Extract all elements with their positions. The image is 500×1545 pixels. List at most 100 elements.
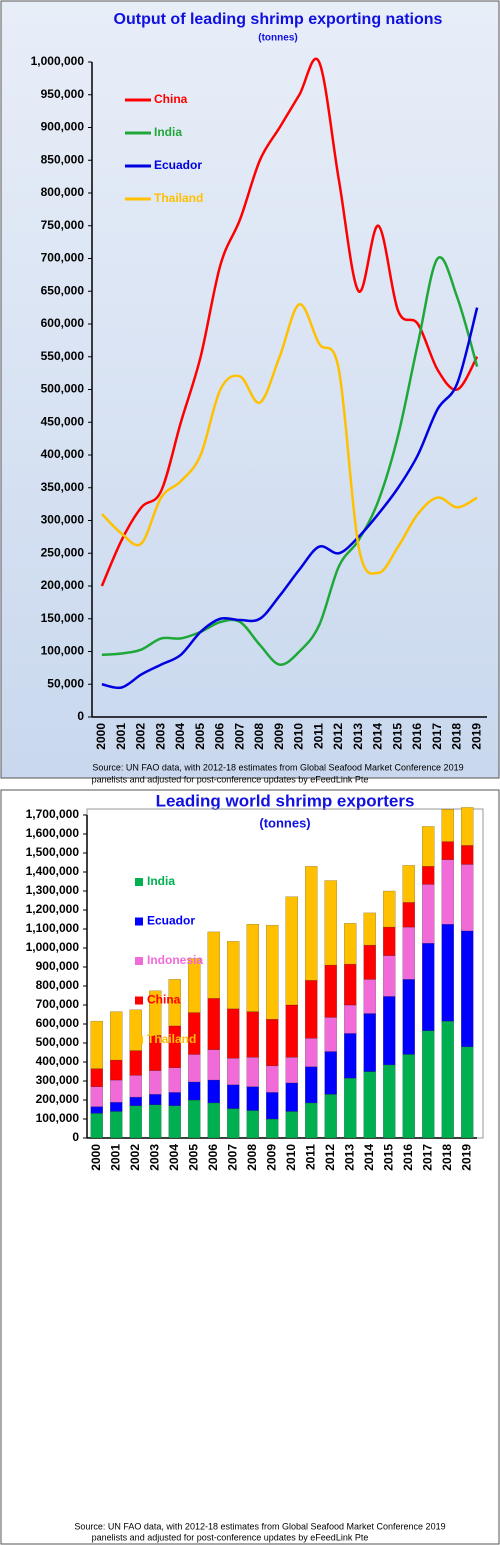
legend-swatch (135, 957, 143, 965)
legend-label: Thailand (147, 1032, 196, 1046)
x-tick-label: 2016 (410, 723, 424, 750)
bar-segment (383, 1064, 396, 1139)
bar-segment (266, 1019, 279, 1067)
bar-segment (363, 912, 376, 946)
y-tick-label: 550,000 (41, 349, 85, 363)
legend-swatch (135, 996, 143, 1005)
bar-segment (305, 866, 318, 981)
x-tick-label: 2003 (147, 1144, 161, 1171)
y-tick-label: 400,000 (41, 447, 85, 461)
y-tick-label: 1,300,000 (26, 883, 80, 897)
x-tick-label: 2011 (303, 1144, 317, 1170)
bar-segment (461, 864, 474, 932)
bar-segment (266, 1065, 279, 1093)
bar-segment (188, 1099, 201, 1139)
y-tick-label: 150,000 (41, 611, 85, 625)
bar-segment (207, 931, 220, 999)
x-tick-label: 2010 (284, 1144, 298, 1171)
bar-segment (383, 890, 396, 928)
bar-segment (441, 859, 454, 925)
y-tick-label: 1,200,000 (26, 902, 80, 916)
bar-segment (266, 1092, 279, 1120)
bar-segment (246, 1086, 259, 1111)
bar-segment (363, 1071, 376, 1139)
chart-title: Leading world shrimp exporters (156, 791, 415, 810)
bar-segment (90, 1020, 103, 1069)
x-tick-label: 2016 (401, 1144, 415, 1171)
x-tick-label: 2019 (469, 723, 483, 750)
x-tick-label: 2015 (390, 723, 404, 750)
bar-segment (149, 1070, 162, 1095)
x-tick-label: 2014 (362, 1144, 376, 1171)
bar-segment (110, 1102, 123, 1112)
legend-label: Indonesia (147, 953, 203, 967)
y-tick-label: 450,000 (41, 414, 85, 428)
y-tick-label: 100,000 (41, 644, 85, 658)
bar-segment (149, 990, 162, 1036)
x-tick-label: 2004 (173, 723, 187, 750)
x-tick-label: 2007 (225, 1144, 239, 1171)
bar-segment (344, 923, 357, 965)
bar-segment (227, 1008, 240, 1059)
y-tick-label: 750,000 (41, 218, 85, 232)
bar-segment (402, 979, 415, 1055)
x-tick-label: 2004 (167, 1144, 181, 1171)
x-tick-label: 2003 (153, 723, 167, 750)
bar-segment (305, 1066, 318, 1104)
x-tick-label: 2000 (94, 723, 108, 750)
x-tick-label: 2005 (186, 1144, 200, 1171)
bar-segment (129, 1050, 142, 1076)
y-tick-label: 1,500,000 (26, 845, 80, 859)
bar-segment (422, 826, 435, 867)
bar-segment (285, 1057, 298, 1084)
x-tick-label: 2018 (450, 723, 464, 750)
bar-segment (168, 979, 181, 1027)
bar-segment (324, 880, 337, 966)
bar-segment (383, 926, 396, 956)
y-tick-label: 0 (72, 1130, 79, 1144)
bar-segment (344, 1033, 357, 1079)
x-tick-label: 2010 (292, 723, 306, 750)
bar-segment (129, 1096, 142, 1106)
source-note: Source: UN FAO data, with 2012-18 estima… (74, 1521, 445, 1531)
legend-swatch (135, 878, 143, 886)
bar-segment (149, 1104, 162, 1139)
bar-segment (246, 1110, 259, 1139)
source-note: Source: UN FAO data, with 2012-18 estima… (92, 762, 463, 772)
bar-segment (441, 1020, 454, 1139)
bar-segment (461, 930, 474, 1048)
bar-segment (246, 1011, 259, 1058)
y-tick-label: 1,100,000 (26, 921, 80, 935)
y-tick-label: 800,000 (41, 185, 85, 199)
y-tick-label: 1,400,000 (26, 864, 80, 878)
bar-segment (285, 896, 298, 1006)
y-tick-label: 1,700,000 (26, 807, 80, 821)
y-tick-label: 500,000 (41, 382, 85, 396)
series-line (100, 303, 478, 575)
bar-segment (285, 1111, 298, 1139)
bar-segment (324, 1017, 337, 1052)
x-tick-label: 2013 (351, 723, 365, 750)
y-tick-label: 300,000 (41, 513, 85, 527)
y-tick-label: 400,000 (36, 1054, 80, 1068)
bar-segment (188, 1054, 201, 1083)
y-tick-label: 0 (77, 709, 84, 723)
bar-segment (188, 1081, 201, 1101)
x-tick-label: 2012 (331, 723, 345, 750)
y-tick-label: 200,000 (36, 1092, 80, 1106)
bar-segment (227, 1057, 240, 1086)
series-line (101, 307, 479, 690)
x-tick-label: 2002 (128, 1144, 142, 1171)
x-tick-label: 2009 (272, 723, 286, 750)
bar-segment (227, 1084, 240, 1109)
bar-segment (344, 1004, 357, 1034)
bar-segment (461, 807, 474, 846)
legend-label: India (154, 125, 182, 139)
bar-segment (324, 1051, 337, 1095)
x-tick-label: 2000 (89, 1144, 103, 1171)
y-tick-label: 350,000 (41, 480, 85, 494)
y-tick-label: 650,000 (41, 283, 85, 297)
series-line (100, 57, 479, 587)
x-tick-label: 2014 (371, 723, 385, 750)
bar-segment (129, 1009, 142, 1051)
